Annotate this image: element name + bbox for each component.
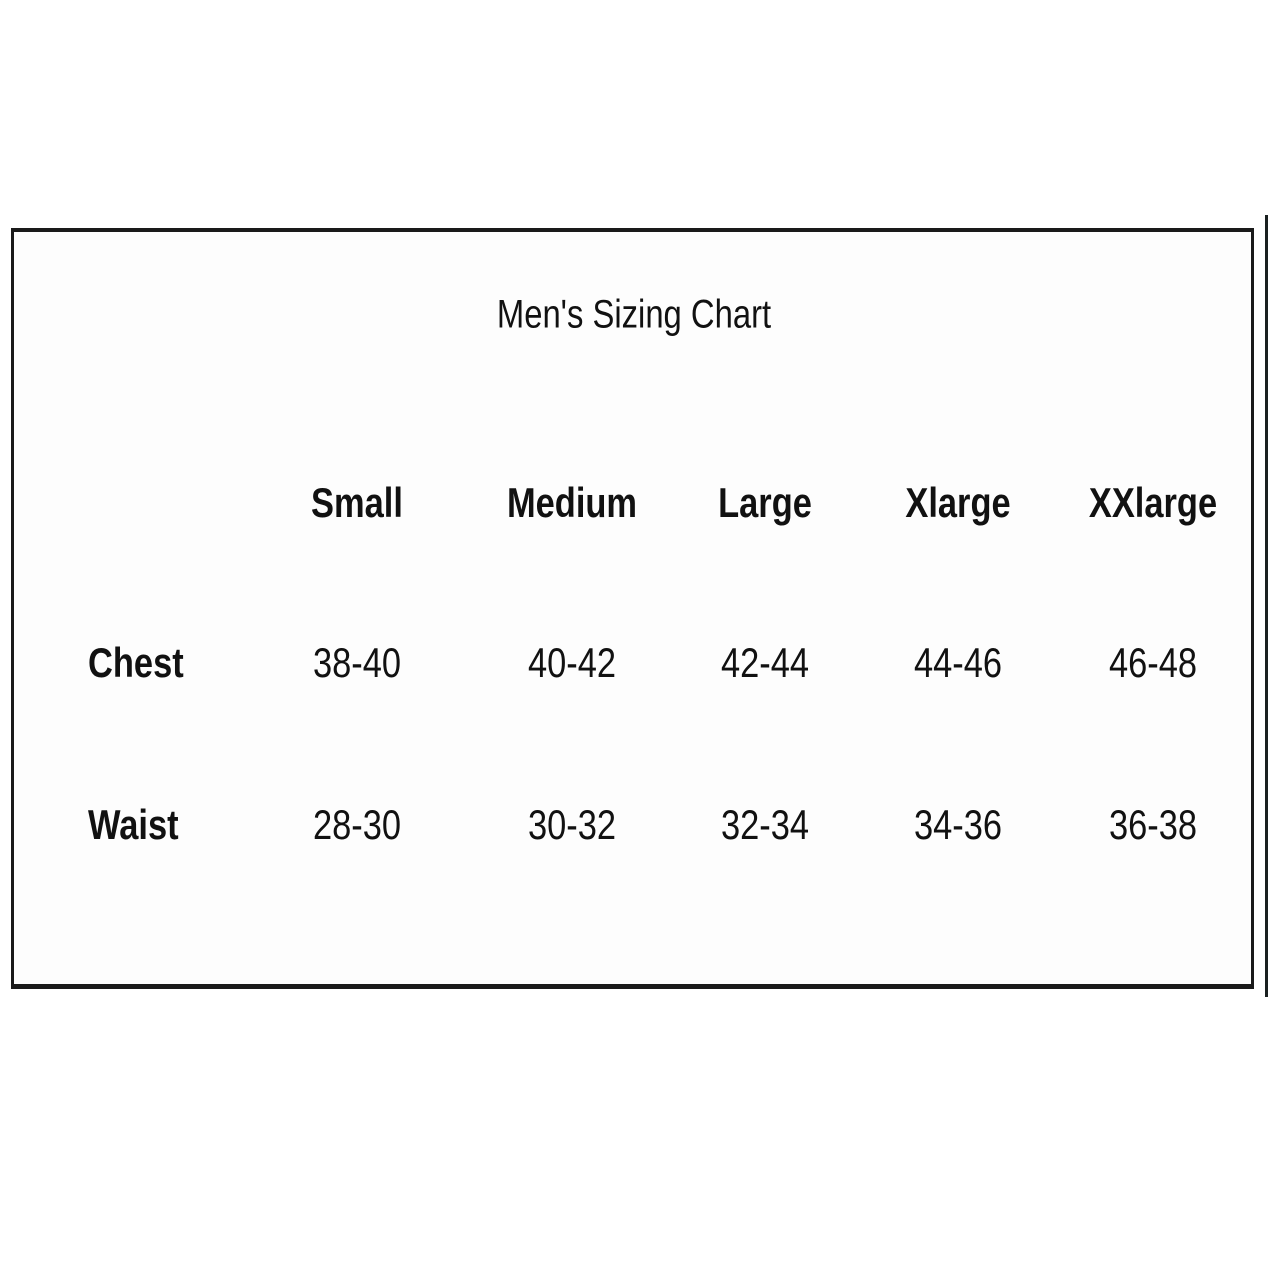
column-header: Large [718,479,812,526]
column-header: XXlarge [1088,479,1218,526]
sizing-chart-frame [11,228,1254,989]
table-cell: 28-30 [312,801,402,848]
table-cell: 40-42 [527,639,617,686]
table-cell: 34-36 [913,801,1003,848]
row-label: Chest [88,639,184,686]
column-header: Xlarge [905,479,1011,526]
table-cell: 42-44 [720,639,810,686]
right-edge-line [1265,215,1268,997]
row-label: Waist [88,801,179,848]
table-cell: 36-38 [1108,801,1198,848]
table-cell: 38-40 [312,639,402,686]
table-cell: 46-48 [1108,639,1198,686]
column-header: Small [311,479,403,526]
chart-title: Men's Sizing Chart [496,292,772,337]
table-cell: 32-34 [720,801,810,848]
column-header: Medium [506,479,638,526]
table-cell: 30-32 [527,801,617,848]
table-cell: 44-46 [913,639,1003,686]
